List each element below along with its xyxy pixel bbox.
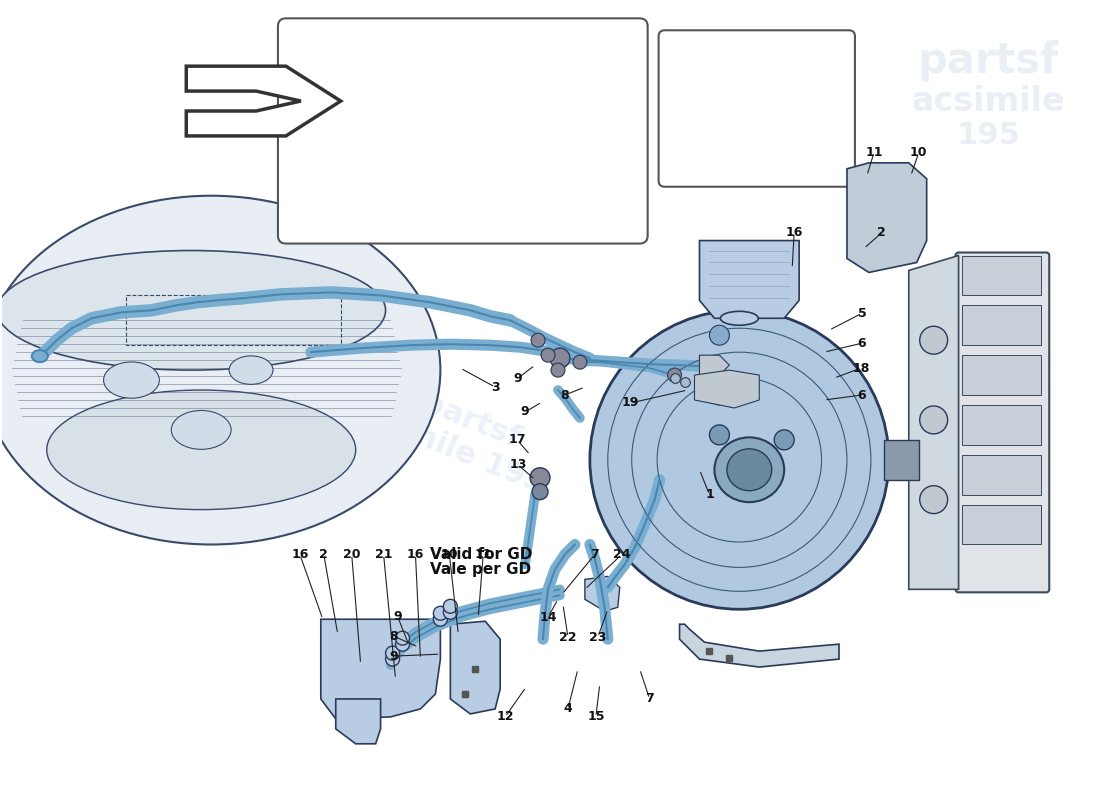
Circle shape: [920, 326, 947, 354]
Circle shape: [433, 606, 448, 620]
Bar: [961, 505, 1042, 545]
Circle shape: [386, 646, 399, 660]
Text: 19: 19: [621, 397, 639, 410]
Text: 2: 2: [319, 548, 328, 561]
Ellipse shape: [172, 410, 231, 450]
Circle shape: [531, 334, 544, 347]
Text: 3: 3: [491, 381, 499, 394]
Circle shape: [386, 652, 399, 666]
Text: 1: 1: [705, 488, 714, 501]
Circle shape: [550, 348, 570, 368]
Polygon shape: [186, 66, 341, 136]
FancyBboxPatch shape: [956, 253, 1049, 592]
Circle shape: [920, 406, 947, 434]
Text: 18: 18: [852, 362, 870, 374]
Text: 6: 6: [858, 389, 866, 402]
Text: 11: 11: [865, 146, 882, 159]
Ellipse shape: [0, 196, 440, 545]
Ellipse shape: [103, 362, 160, 398]
Text: 8: 8: [561, 389, 570, 402]
Circle shape: [920, 486, 947, 514]
FancyBboxPatch shape: [659, 30, 855, 186]
Ellipse shape: [0, 250, 386, 370]
Ellipse shape: [229, 356, 273, 384]
Text: 14: 14: [539, 610, 557, 624]
Text: 13: 13: [509, 458, 527, 471]
FancyBboxPatch shape: [278, 18, 648, 243]
Circle shape: [551, 363, 565, 377]
Ellipse shape: [720, 311, 758, 326]
Circle shape: [774, 430, 794, 450]
Circle shape: [396, 631, 409, 645]
Text: 6: 6: [858, 337, 866, 350]
Text: partsf: partsf: [917, 40, 1059, 82]
Text: 22: 22: [559, 630, 576, 644]
Bar: [961, 255, 1042, 295]
Text: Valid for GD: Valid for GD: [430, 547, 532, 562]
Polygon shape: [700, 241, 799, 318]
Circle shape: [530, 468, 550, 488]
Text: 5: 5: [858, 307, 867, 320]
Text: 15: 15: [587, 710, 605, 723]
Text: 12: 12: [496, 710, 514, 723]
Polygon shape: [909, 255, 958, 590]
Bar: [961, 306, 1042, 345]
Polygon shape: [700, 355, 729, 375]
Text: 195: 195: [957, 122, 1021, 150]
Text: a partsf
acsimile 195: a partsf acsimile 195: [339, 361, 562, 499]
Text: 23: 23: [590, 630, 606, 644]
Ellipse shape: [714, 438, 784, 502]
Text: 24: 24: [613, 548, 630, 561]
Circle shape: [433, 612, 448, 626]
Circle shape: [443, 606, 458, 619]
Text: 7: 7: [646, 693, 654, 706]
Text: acsimile: acsimile: [912, 85, 1065, 118]
Text: 4: 4: [563, 702, 572, 715]
Circle shape: [710, 425, 729, 445]
Text: 9: 9: [520, 406, 529, 418]
Text: 9: 9: [514, 371, 522, 385]
Polygon shape: [847, 163, 926, 273]
Circle shape: [443, 599, 458, 614]
Circle shape: [532, 484, 548, 500]
Ellipse shape: [32, 350, 47, 362]
Text: 2: 2: [878, 226, 887, 239]
Circle shape: [668, 368, 682, 382]
Bar: [961, 355, 1042, 395]
Text: Vale per GD: Vale per GD: [430, 562, 531, 577]
Circle shape: [710, 326, 729, 345]
Polygon shape: [883, 440, 918, 480]
Text: 9: 9: [393, 610, 402, 622]
Polygon shape: [585, 576, 619, 611]
Polygon shape: [336, 699, 381, 744]
Text: 11: 11: [474, 548, 492, 561]
Text: 9: 9: [389, 650, 398, 662]
Text: 7: 7: [591, 548, 600, 561]
Circle shape: [541, 348, 556, 362]
Bar: [961, 405, 1042, 445]
Text: 10: 10: [441, 548, 458, 561]
Polygon shape: [450, 622, 500, 714]
Text: 8: 8: [389, 630, 398, 642]
Circle shape: [573, 355, 587, 369]
Text: 21: 21: [375, 548, 393, 561]
Polygon shape: [321, 619, 440, 719]
Ellipse shape: [727, 449, 772, 490]
Text: 16: 16: [407, 548, 425, 561]
Polygon shape: [680, 624, 839, 667]
Circle shape: [710, 385, 729, 405]
Text: 20: 20: [343, 548, 361, 561]
Text: 10: 10: [910, 146, 927, 159]
Text: 16: 16: [292, 548, 309, 561]
Bar: [961, 455, 1042, 494]
Text: 17: 17: [508, 434, 526, 446]
Text: 16: 16: [785, 226, 803, 239]
Circle shape: [396, 637, 409, 651]
Circle shape: [590, 310, 889, 610]
Ellipse shape: [47, 390, 355, 510]
Polygon shape: [694, 370, 759, 408]
